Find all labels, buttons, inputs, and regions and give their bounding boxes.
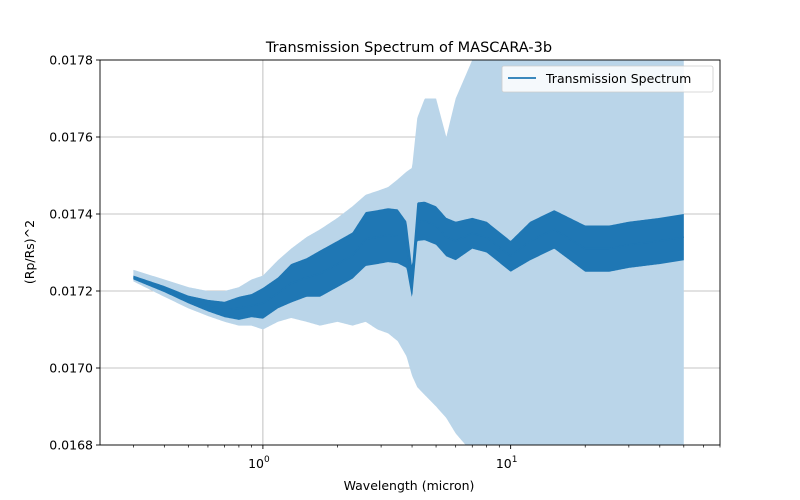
x-tick-label: 101 (496, 455, 518, 471)
legend-entry-transmission-spectrum: Transmission Spectrum (545, 71, 691, 86)
series-line-transmission-spectrum (133, 220, 684, 311)
x-axis-ticks: 100 101 (133, 445, 721, 471)
y-axis-ticks: 0.0168 0.0170 0.0172 0.0174 0.0176 0.0178 (49, 53, 100, 453)
legend-box (501, 65, 714, 93)
y-tick-label: 0.0178 (49, 53, 93, 68)
x-axis-label: Wavelength (micron) (344, 478, 475, 493)
y-tick-label: 0.0168 (49, 438, 93, 453)
plot-area (99, 59, 721, 446)
plot-frame (99, 59, 721, 446)
x-tick-label: 100 (248, 455, 270, 471)
legend: Transmission Spectrum (501, 65, 714, 93)
y-tick-label: 0.0170 (49, 361, 93, 376)
y-tick-label: 0.0174 (49, 207, 93, 222)
y-axis-label: (Rp/Rs)^2 (22, 220, 37, 284)
y-tick-label: 0.0176 (49, 130, 93, 145)
y-tick-label: 0.0172 (49, 284, 93, 299)
chart-title: Transmission Spectrum of MASCARA-3b (265, 40, 552, 56)
